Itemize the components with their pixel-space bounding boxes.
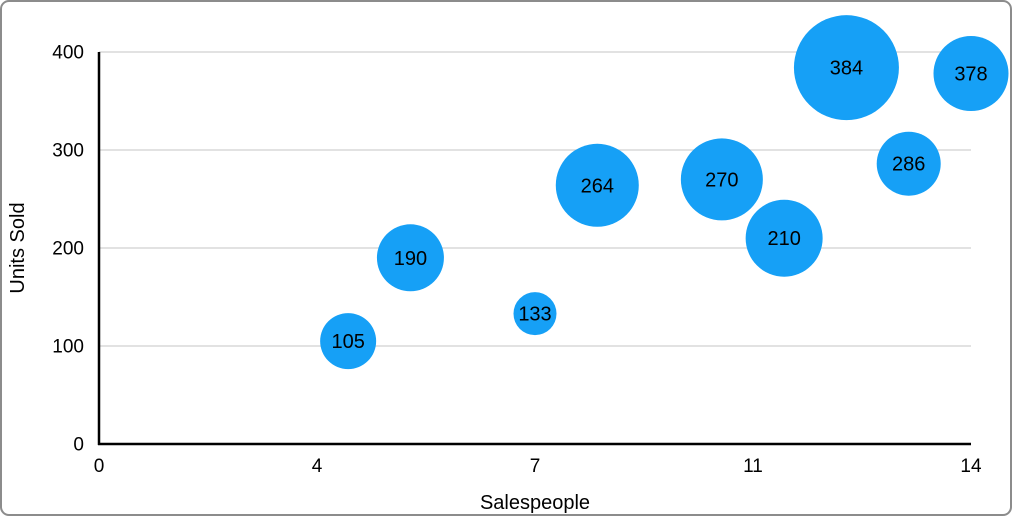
bubble[interactable] <box>680 138 763 221</box>
bubble[interactable] <box>793 15 899 121</box>
y-tick-label: 400 <box>52 43 84 64</box>
bubble[interactable] <box>555 143 639 227</box>
x-tick-label: 4 <box>312 456 323 477</box>
bubble-label: 270 <box>705 169 738 191</box>
y-tick-label: 0 <box>73 435 84 456</box>
bubble-label: 378 <box>954 64 987 86</box>
bubble-label: 286 <box>892 154 925 176</box>
bubble-label: 210 <box>767 228 800 250</box>
bubble[interactable] <box>745 199 823 277</box>
bubble[interactable] <box>376 224 444 292</box>
bubble-label: 190 <box>394 248 427 270</box>
bubble[interactable] <box>876 131 941 196</box>
y-tick-label: 300 <box>52 141 84 162</box>
bubble-label: 105 <box>331 331 364 353</box>
bubble[interactable] <box>320 313 377 370</box>
bubble-label: 264 <box>581 175 614 197</box>
bubble-label: 384 <box>830 58 863 80</box>
bubble[interactable] <box>933 36 1009 112</box>
x-tick-label: 0 <box>94 456 105 477</box>
x-tick-label: 11 <box>743 456 763 477</box>
y-tick-label: 200 <box>52 239 84 260</box>
x-axis-title: Salespeople <box>480 492 590 514</box>
y-tick-label: 100 <box>52 337 84 358</box>
bubble-label: 133 <box>518 304 551 326</box>
y-axis-title: Units Sold <box>7 202 29 293</box>
x-tick-label: 14 <box>960 456 982 477</box>
x-tick-label: 7 <box>530 456 541 477</box>
bubble[interactable] <box>513 292 557 336</box>
